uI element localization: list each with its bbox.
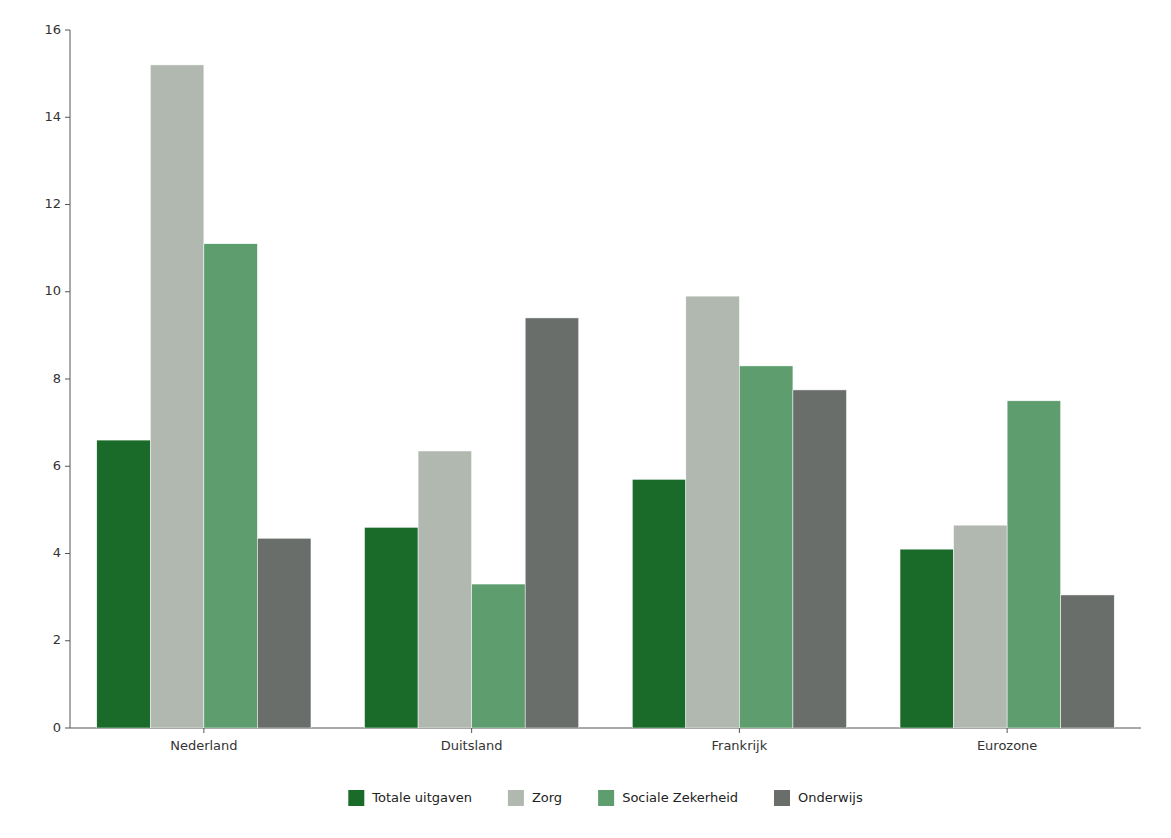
bar [954,525,1008,728]
y-tick [65,117,70,118]
y-tick-label: 2 [53,632,61,647]
bar [686,296,740,728]
bar [525,318,579,728]
legend-swatch [774,790,790,806]
legend-swatch [598,790,614,806]
legend-item: Totale uitgaven [348,790,472,807]
y-tick-label: 0 [53,720,61,735]
legend-label: Zorg [532,790,562,805]
bar [739,366,793,728]
bars [97,65,1114,728]
legend-label: Sociale Zekerheid [622,790,738,805]
y-tick [65,204,70,205]
legend-item: Zorg [508,790,562,807]
y-tick-label: 12 [44,196,61,211]
bar [365,527,419,728]
y-tick-label: 16 [44,22,61,37]
y-tick-label: 4 [53,545,61,560]
y-tick [65,30,70,31]
bar [97,440,151,728]
legend-swatch [508,790,524,806]
y-tick [65,466,70,467]
legend-item: Onderwijs [774,790,863,807]
bar [257,538,311,728]
x-tick [203,728,204,733]
y-tick [65,291,70,292]
bar [1007,401,1061,728]
bar [900,549,954,728]
x-tick [471,728,472,733]
legend: Totale uitgaven Zorg Sociale Zekerheid Onde… [348,790,863,807]
y-tick-label: 14 [44,109,61,124]
bar [1061,595,1115,728]
y-tick-label: 6 [53,458,61,473]
legend-item: Sociale Zekerheid [598,790,738,807]
x-tick-label: Nederland [170,738,237,753]
legend-label: Totale uitgaven [371,790,472,805]
bar [472,584,526,728]
x-tick [1007,728,1008,733]
x-tick-label: Duitsland [441,738,503,753]
y-tick [65,728,70,729]
y-tick-label: 8 [53,371,61,386]
y-tick [65,640,70,641]
legend-label: Onderwijs [798,790,863,805]
bar [150,65,204,728]
bar [418,451,472,728]
axes: 0 2 4 6 8 10 12 14 16 Nederland Duitsland Frankrijk… [44,22,1141,754]
x-tick-label: Eurozone [977,738,1037,753]
chart-container: 0 2 4 6 8 10 12 14 16 Nederland Duitsland Frankrijk… [0,0,1171,838]
bar [632,479,686,728]
bar [204,244,258,728]
legend-swatch [348,790,364,806]
x-tick-label: Frankrijk [712,738,768,753]
y-tick-label: 10 [44,283,61,298]
y-tick [65,379,70,380]
y-tick [65,553,70,554]
x-tick [739,728,740,733]
chart-svg: 0 2 4 6 8 10 12 14 16 Nederland Duitsland Frankrijk… [0,0,1171,838]
bar [793,390,847,728]
